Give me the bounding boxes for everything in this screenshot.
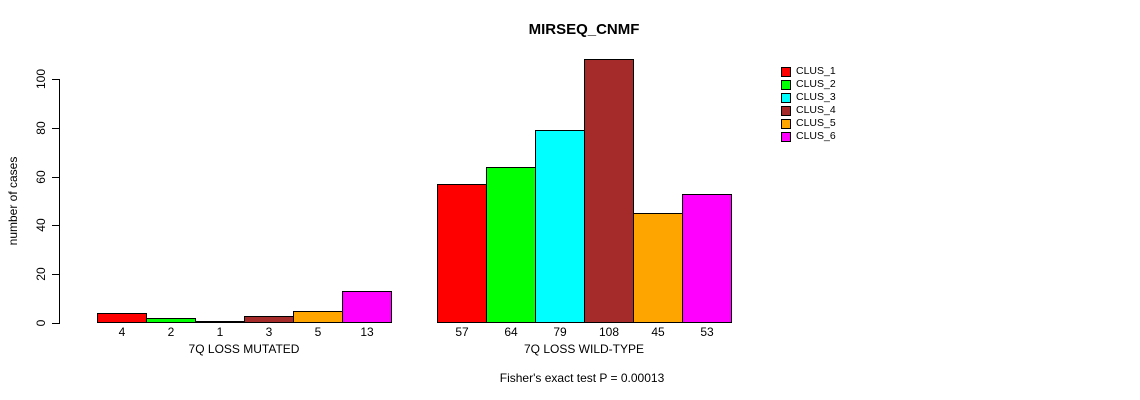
bar-value-label: 5 — [314, 325, 322, 339]
y-axis-label: number of cases — [6, 156, 20, 246]
legend-item-clus_2: CLUS_2 — [781, 78, 836, 91]
bar-clus_6-group1 — [342, 291, 392, 323]
x-axis-label-mutated: 7Q LOSS MUTATED — [188, 342, 300, 356]
y-tick — [52, 225, 60, 226]
y-tick-label: 20 — [34, 267, 48, 281]
bar-value-label: 53 — [700, 325, 714, 339]
fisher-test-annotation: Fisher's exact test P = 0.00013 — [499, 371, 665, 385]
x-axis-label-wildtype: 7Q LOSS WILD-TYPE — [523, 342, 645, 356]
y-axis-line — [59, 79, 60, 324]
bar-value-label: 64 — [504, 325, 518, 339]
bar-clus_6-group2 — [682, 194, 732, 323]
bar-clus_1-group1 — [97, 313, 147, 323]
bar-value-label: 1 — [216, 325, 224, 339]
y-tick-label: 0 — [34, 319, 48, 327]
legend-item-clus_4: CLUS_4 — [781, 104, 836, 117]
y-tick — [52, 79, 60, 80]
y-tick — [52, 177, 60, 178]
legend-swatch-icon — [781, 66, 791, 77]
bar-value-label: 3 — [265, 325, 273, 339]
legend-swatch-icon — [781, 79, 791, 90]
y-tick-label: 40 — [34, 218, 48, 232]
legend-label: CLUS_3 — [796, 91, 836, 103]
legend-label: CLUS_2 — [796, 78, 836, 90]
bar-clus_2-group2 — [486, 167, 536, 323]
legend-swatch-icon — [781, 105, 791, 116]
legend-label: CLUS_6 — [796, 130, 836, 142]
y-tick — [52, 274, 60, 275]
bar-value-label: 45 — [651, 325, 665, 339]
bar-clus_4-group2 — [584, 59, 634, 323]
bar-clus_2-group1 — [146, 318, 196, 323]
y-tick-label: 100 — [34, 68, 48, 90]
bar-clus_5-group2 — [633, 213, 683, 323]
bar-value-label: 2 — [167, 325, 175, 339]
y-tick-label: 80 — [34, 121, 48, 135]
legend-swatch-icon — [781, 118, 791, 129]
legend-item-clus_1: CLUS_1 — [781, 65, 836, 78]
legend-swatch-icon — [781, 131, 791, 142]
bar-clus_3-group2 — [535, 130, 585, 323]
bar-clus_1-group2 — [437, 184, 487, 323]
bar-clus_5-group1 — [293, 311, 343, 323]
bar-value-label: 108 — [598, 325, 620, 339]
bar-value-label: 13 — [360, 325, 374, 339]
bar-clus_3-group1 — [195, 321, 245, 323]
legend-label: CLUS_5 — [796, 117, 836, 129]
bar-clus_4-group1 — [244, 316, 294, 323]
legend-swatch-icon — [781, 92, 791, 103]
legend-label: CLUS_4 — [796, 104, 836, 116]
legend-item-clus_5: CLUS_5 — [781, 117, 836, 130]
legend-item-clus_6: CLUS_6 — [781, 130, 836, 143]
y-tick-label: 60 — [34, 170, 48, 184]
bar-value-label: 57 — [455, 325, 469, 339]
y-tick — [52, 323, 60, 324]
bar-value-label: 79 — [553, 325, 567, 339]
legend-label: CLUS_1 — [796, 65, 836, 77]
chart-title: MIRSEQ_CNMF — [528, 21, 640, 38]
legend-item-clus_3: CLUS_3 — [781, 91, 836, 104]
y-tick — [52, 128, 60, 129]
bar-value-label: 4 — [118, 325, 126, 339]
